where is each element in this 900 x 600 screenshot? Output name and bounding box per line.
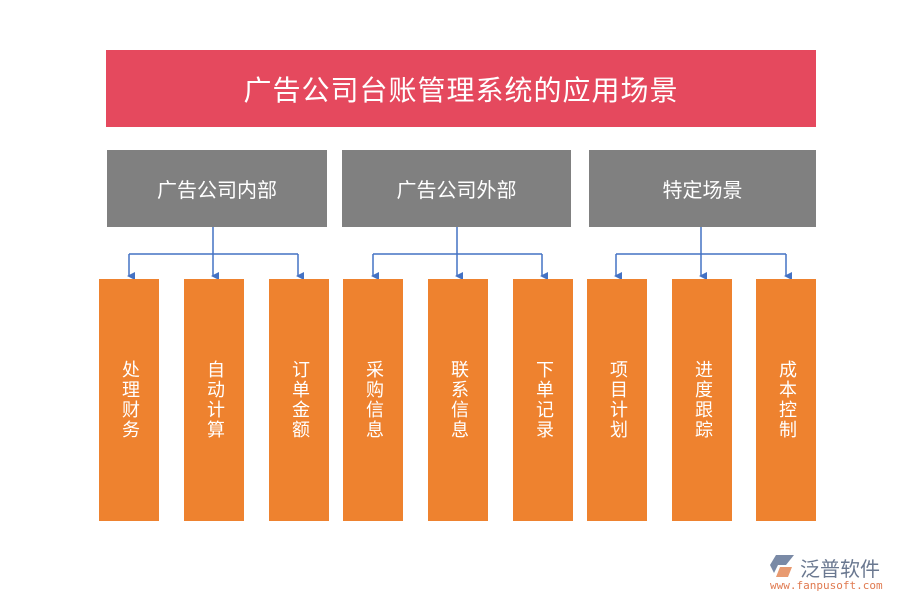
logo-icon <box>770 555 794 577</box>
leaf-box: 处理财务 <box>99 279 159 521</box>
leaf-box: 联系信息 <box>428 279 488 521</box>
leaf-box: 采购信息 <box>343 279 403 521</box>
leaf-box: 订单金额 <box>269 279 329 521</box>
leaf-label: 自动计算 <box>204 360 225 440</box>
leaf-label: 项目计划 <box>607 360 628 440</box>
leaf-box: 项目计划 <box>587 279 647 521</box>
leaf-box: 进度跟踪 <box>672 279 732 521</box>
leaf-box: 自动计算 <box>184 279 244 521</box>
category-internal: 广告公司内部 <box>107 150 327 227</box>
leaf-label: 进度跟踪 <box>692 360 713 440</box>
leaf-box: 成本控制 <box>756 279 816 521</box>
leaf-label: 处理财务 <box>119 360 140 440</box>
leaf-label: 成本控制 <box>776 360 797 440</box>
leaf-label: 采购信息 <box>363 360 384 440</box>
category-specific: 特定场景 <box>589 150 816 227</box>
logo-url: www.fanpusoft.com <box>770 579 883 592</box>
leaf-label: 联系信息 <box>448 360 469 440</box>
watermark-logo: 泛普软件 www.fanpusoft.com <box>768 553 893 593</box>
leaf-label: 订单金额 <box>289 360 310 440</box>
leaf-label: 下单记录 <box>533 360 554 440</box>
diagram-title: 广告公司台账管理系统的应用场景 <box>106 50 816 127</box>
category-external: 广告公司外部 <box>342 150 571 227</box>
logo-name: 泛普软件 <box>800 557 880 581</box>
leaf-box: 下单记录 <box>513 279 573 521</box>
